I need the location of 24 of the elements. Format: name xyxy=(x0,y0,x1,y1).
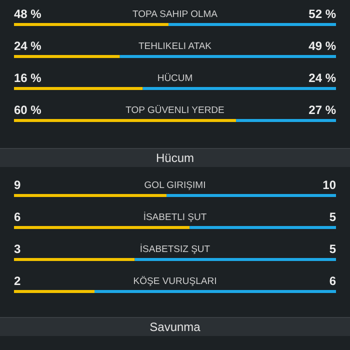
data-label: 49 % xyxy=(308,39,336,53)
data-label: 24 % xyxy=(308,71,336,85)
category-label: İSABETLI ŞUT xyxy=(143,212,207,223)
category-label: TOPA SAHIP OLMA xyxy=(132,9,218,20)
data-label: 60 % xyxy=(14,103,42,117)
category-label: İSABETSIZ ŞUT xyxy=(140,244,210,255)
data-label: 6 xyxy=(14,210,21,224)
data-label: 6 xyxy=(329,274,336,288)
category-label: GOL GIRIŞIMI xyxy=(144,180,206,191)
data-label: 48 % xyxy=(14,7,42,21)
data-label: 10 xyxy=(322,178,336,192)
data-label: 5 xyxy=(329,210,336,224)
category-label: TOP GÜVENLI YERDE xyxy=(126,105,224,116)
category-label: KÖŞE VURUŞLARI xyxy=(133,276,217,287)
data-label: 52 % xyxy=(308,7,336,21)
category-label: TEHLIKELI ATAK xyxy=(138,41,212,52)
data-label: 5 xyxy=(329,242,336,256)
data-label: 9 xyxy=(14,178,21,192)
data-label: 16 % xyxy=(14,71,42,85)
data-label: 2 xyxy=(14,274,21,288)
category-label: HÜCUM xyxy=(157,73,193,84)
data-label: 3 xyxy=(14,242,21,256)
data-label: 27 % xyxy=(308,103,336,117)
data-label: 24 % xyxy=(14,39,42,53)
